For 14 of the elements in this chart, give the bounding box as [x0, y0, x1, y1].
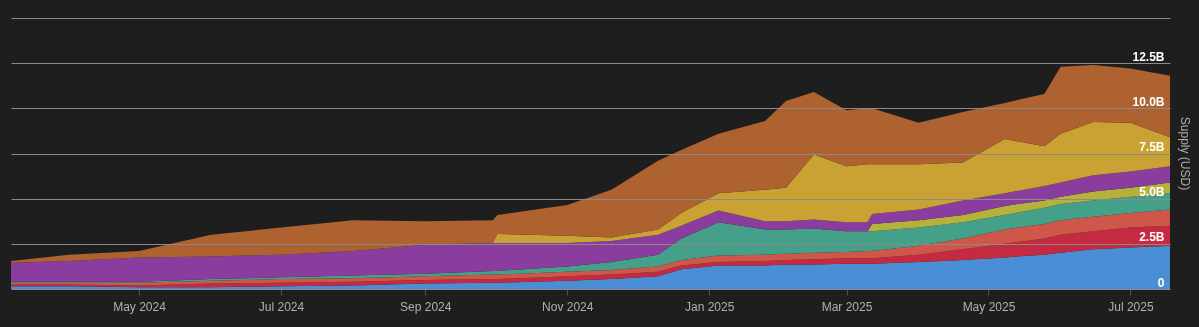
x-tick-label: May 2025 [962, 299, 1016, 314]
y-tick-label: 7.5B [1139, 140, 1165, 154]
y-axis-title: Supply (USD) [1177, 116, 1192, 191]
y-tick-label: 10.0B [1132, 94, 1165, 109]
x-tick-label: Jul 2024 [258, 299, 305, 314]
x-tick-label: May 2024 [113, 299, 167, 314]
x-tick-label: Nov 2024 [542, 299, 594, 314]
x-tick-label: Jul 2025 [1108, 299, 1154, 314]
y-tick-label: 12.5B [1132, 49, 1165, 64]
y-tick-label: 2.5B [1139, 230, 1165, 245]
x-tick-label: Jan 2025 [685, 299, 735, 314]
x-tick-label: Mar 2025 [821, 299, 873, 314]
x-tick-label: Sep 2024 [400, 299, 452, 314]
y-tick-label: 0 [1157, 275, 1165, 290]
